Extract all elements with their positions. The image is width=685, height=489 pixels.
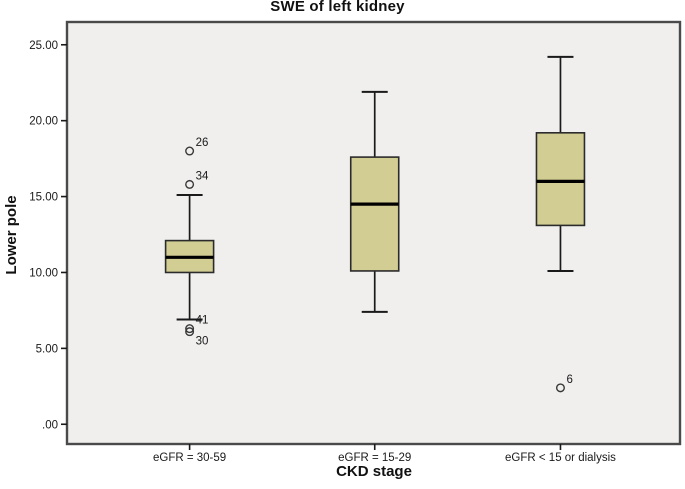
x-tick-label: eGFR = 15-29 bbox=[338, 452, 411, 464]
outlier-label: 34 bbox=[196, 170, 209, 182]
y-tick-label: 5.00 bbox=[36, 343, 58, 355]
outlier-point bbox=[555, 383, 565, 393]
x-tick-label: eGFR = 30-59 bbox=[153, 452, 226, 464]
outlier-label: 26 bbox=[196, 137, 209, 149]
y-tick-label: 10.00 bbox=[29, 267, 58, 279]
y-tick-label: 15.00 bbox=[29, 192, 58, 204]
outlier-label: 30 bbox=[196, 336, 209, 348]
outlier-point bbox=[185, 179, 195, 189]
y-tick-label: .00 bbox=[42, 419, 58, 431]
y-tick-label: 25.00 bbox=[29, 40, 58, 52]
outlier-label: 6 bbox=[566, 374, 572, 386]
chart-title: SWE of left kidney bbox=[270, 0, 405, 15]
y-axis-title: Lower pole bbox=[3, 195, 20, 275]
x-axis-title: CKD stage bbox=[336, 463, 412, 480]
box bbox=[349, 156, 400, 272]
x-tick-label: eGFR < 15 or dialysis bbox=[505, 452, 616, 464]
outlier-point bbox=[185, 327, 195, 337]
outlier-label: 41 bbox=[196, 315, 209, 327]
outlier-point bbox=[185, 146, 195, 156]
outlier-point bbox=[185, 324, 195, 334]
y-tick-label: 20.00 bbox=[29, 116, 58, 128]
box bbox=[535, 132, 586, 227]
